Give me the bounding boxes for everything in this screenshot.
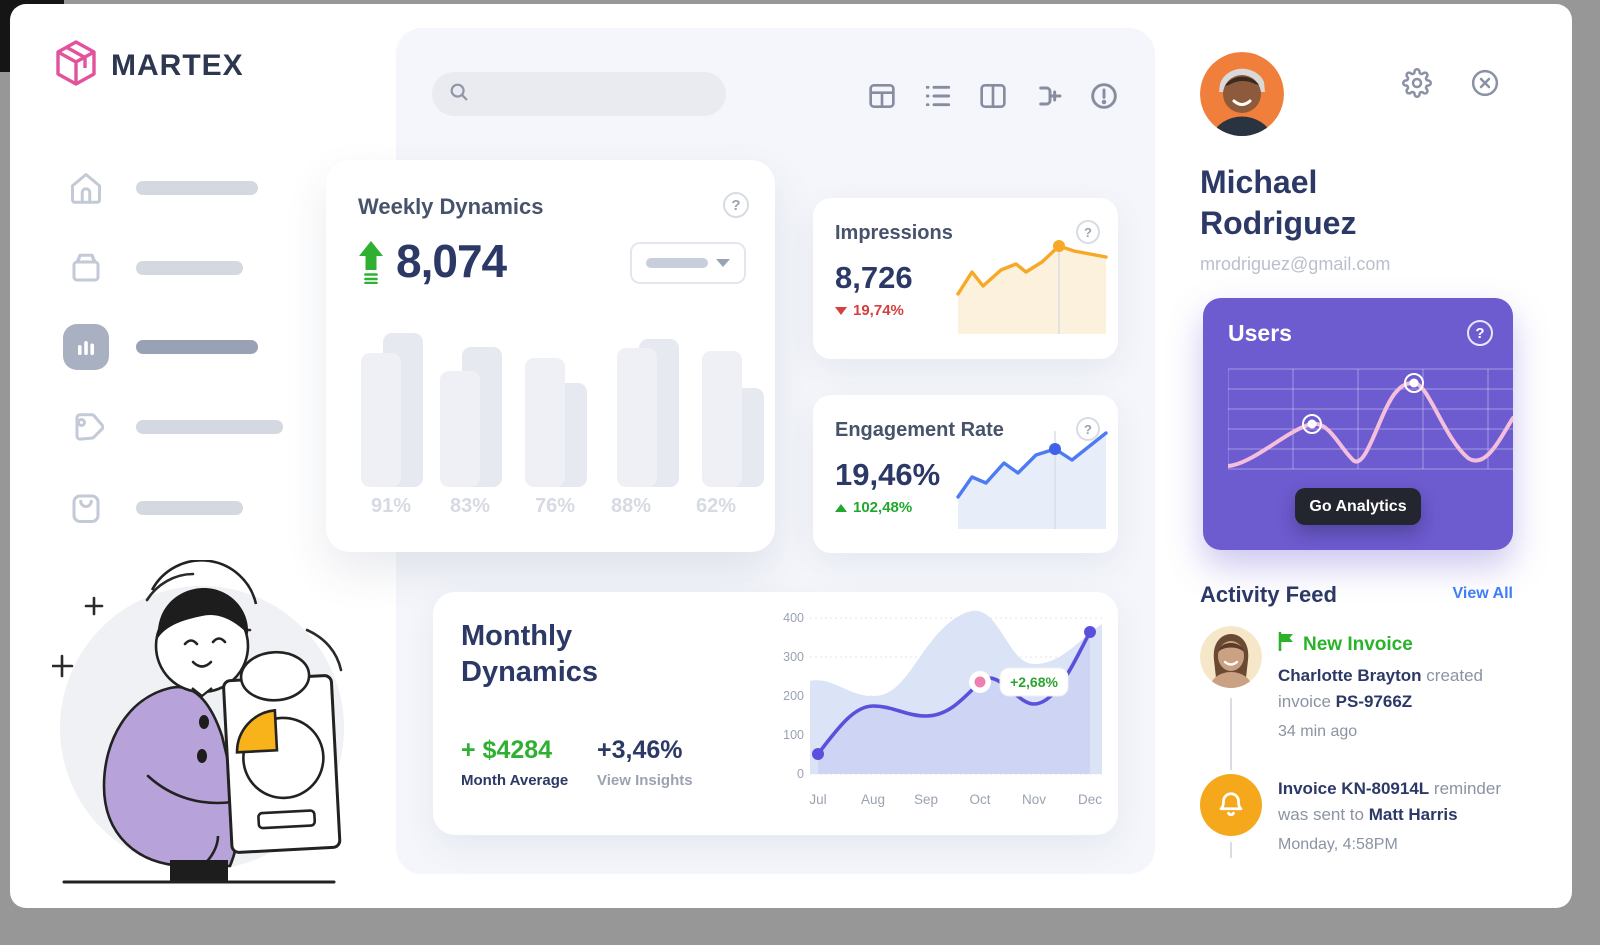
flow-merge-icon[interactable] bbox=[1032, 80, 1064, 112]
monthly-line-chart: +2,68% 400 300 200 100 0 Jul Aug Sep Oct… bbox=[778, 606, 1112, 823]
users-wave-chart bbox=[1226, 368, 1515, 479]
martex-logo-icon bbox=[55, 40, 97, 91]
nav-label-placeholder bbox=[136, 181, 258, 195]
feed-timestamp: Monday, 4:58PM bbox=[1278, 836, 1398, 853]
nav-label-placeholder bbox=[136, 340, 258, 354]
nav-label-placeholder bbox=[136, 420, 283, 434]
view-all-link[interactable]: View All bbox=[1452, 585, 1513, 602]
nav-label-placeholder bbox=[136, 501, 243, 515]
logo-text: MARTEX bbox=[111, 48, 244, 82]
feed-timestamp: 34 min ago bbox=[1278, 723, 1358, 740]
month-average-value: + $4284 bbox=[461, 736, 553, 764]
svg-text:Dec: Dec bbox=[1078, 792, 1102, 807]
nav-label-placeholder bbox=[136, 261, 243, 275]
svg-text:Sep: Sep bbox=[914, 792, 938, 807]
activity-feed-title: Activity Feed bbox=[1200, 582, 1337, 607]
bar-chart-icon bbox=[63, 324, 109, 370]
timeline-connector bbox=[1230, 698, 1232, 770]
svg-text:0: 0 bbox=[797, 767, 804, 781]
help-icon[interactable]: ? bbox=[1467, 320, 1493, 346]
bar-percent-label: 83% bbox=[449, 495, 491, 517]
chevron-down-icon bbox=[716, 259, 730, 267]
month-average-label: Month Average bbox=[461, 772, 569, 789]
weekly-dynamics-title: Weekly Dynamics bbox=[358, 194, 544, 219]
svg-text:Aug: Aug bbox=[861, 792, 885, 807]
bar-percent-label: 76% bbox=[534, 495, 576, 517]
box-icon bbox=[60, 250, 112, 286]
bar-percent-label: 62% bbox=[695, 495, 737, 517]
sidebar-item-home[interactable] bbox=[60, 162, 360, 214]
view-insights-link[interactable]: View Insights bbox=[597, 772, 693, 789]
sidebar-item-products[interactable] bbox=[60, 242, 360, 294]
engagement-title: Engagement Rate bbox=[835, 419, 1004, 441]
impressions-value: 8,726 bbox=[835, 260, 913, 295]
sidebar-item-orders[interactable] bbox=[60, 482, 360, 534]
logo[interactable]: MARTEX bbox=[55, 40, 244, 91]
weekly-value: 8,074 bbox=[396, 235, 507, 287]
feed-avatar bbox=[1200, 626, 1262, 688]
growth-arrow-icon bbox=[358, 240, 384, 289]
search-bar[interactable] bbox=[432, 72, 726, 116]
users-card-title: Users bbox=[1228, 320, 1292, 346]
sidebar-item-analytics-active[interactable] bbox=[60, 321, 360, 373]
svg-text:100: 100 bbox=[783, 728, 804, 742]
impressions-title: Impressions bbox=[835, 222, 953, 244]
feed-badge: New Invoice bbox=[1303, 633, 1413, 655]
list-view-icon[interactable] bbox=[922, 80, 954, 112]
chart-tooltip: +2,68% bbox=[1010, 674, 1058, 690]
svg-text:300: 300 bbox=[783, 650, 804, 664]
bar-percent-label: 91% bbox=[370, 495, 412, 517]
engagement-delta: 102,48% bbox=[853, 499, 913, 516]
impressions-sparkline bbox=[956, 234, 1108, 347]
profile-email: mrodriguez@gmail.com bbox=[1200, 254, 1391, 274]
search-icon bbox=[448, 81, 470, 108]
engagement-rate-card: Engagement Rate ? 19,46% 102,48% bbox=[813, 395, 1118, 553]
engagement-sparkline bbox=[956, 425, 1108, 542]
monthly-dynamics-card: Monthly Dynamics + $4284 Month Average +… bbox=[433, 592, 1118, 835]
help-icon[interactable]: ? bbox=[723, 192, 749, 218]
impressions-delta: 19,74% bbox=[853, 302, 904, 319]
flag-icon bbox=[1278, 631, 1295, 657]
help-icon[interactable]: ? bbox=[1076, 417, 1100, 441]
svg-text:Oct: Oct bbox=[969, 792, 990, 807]
search-input[interactable] bbox=[478, 85, 708, 103]
home-icon bbox=[60, 170, 112, 206]
go-analytics-button[interactable]: Go Analytics bbox=[1295, 488, 1421, 525]
table-view-icon[interactable] bbox=[866, 80, 898, 112]
shopping-bag-icon bbox=[60, 490, 112, 526]
columns-view-icon[interactable] bbox=[977, 80, 1009, 112]
period-dropdown[interactable] bbox=[630, 242, 746, 284]
svg-text:200: 200 bbox=[783, 689, 804, 703]
trend-down-icon bbox=[835, 306, 847, 315]
sidebar-item-tags[interactable] bbox=[60, 401, 360, 453]
dropdown-value-placeholder bbox=[646, 258, 708, 268]
close-icon[interactable] bbox=[1470, 68, 1500, 98]
help-icon[interactable]: ? bbox=[1076, 220, 1100, 244]
profile-name: Michael Rodriguez bbox=[1200, 164, 1357, 241]
growth-percent: +3,46% bbox=[597, 736, 683, 764]
profile-avatar[interactable] bbox=[1200, 52, 1284, 136]
svg-text:Nov: Nov bbox=[1022, 792, 1046, 807]
timeline-connector bbox=[1230, 842, 1232, 858]
impressions-card: Impressions ? 8,726 19,74% bbox=[813, 198, 1118, 359]
settings-gear-icon[interactable] bbox=[1402, 68, 1432, 98]
svg-text:400: 400 bbox=[783, 611, 804, 625]
alert-circle-icon[interactable] bbox=[1088, 80, 1120, 112]
tag-icon bbox=[60, 409, 112, 445]
svg-text:Jul: Jul bbox=[809, 792, 826, 807]
engagement-value: 19,46% bbox=[835, 457, 941, 492]
monthly-dynamics-title: Monthly Dynamics bbox=[461, 620, 599, 688]
bar-percent-label: 88% bbox=[610, 495, 652, 517]
trend-up-icon bbox=[835, 503, 847, 512]
weekly-dynamics-card: Weekly Dynamics ? 8,074 91% 83% 76% 88% … bbox=[326, 160, 775, 552]
bell-icon bbox=[1200, 774, 1262, 836]
users-card: Users ? Go Analytics bbox=[1203, 298, 1515, 550]
app-window: MARTEX bbox=[10, 4, 1572, 908]
analytics-illustration bbox=[50, 559, 347, 895]
